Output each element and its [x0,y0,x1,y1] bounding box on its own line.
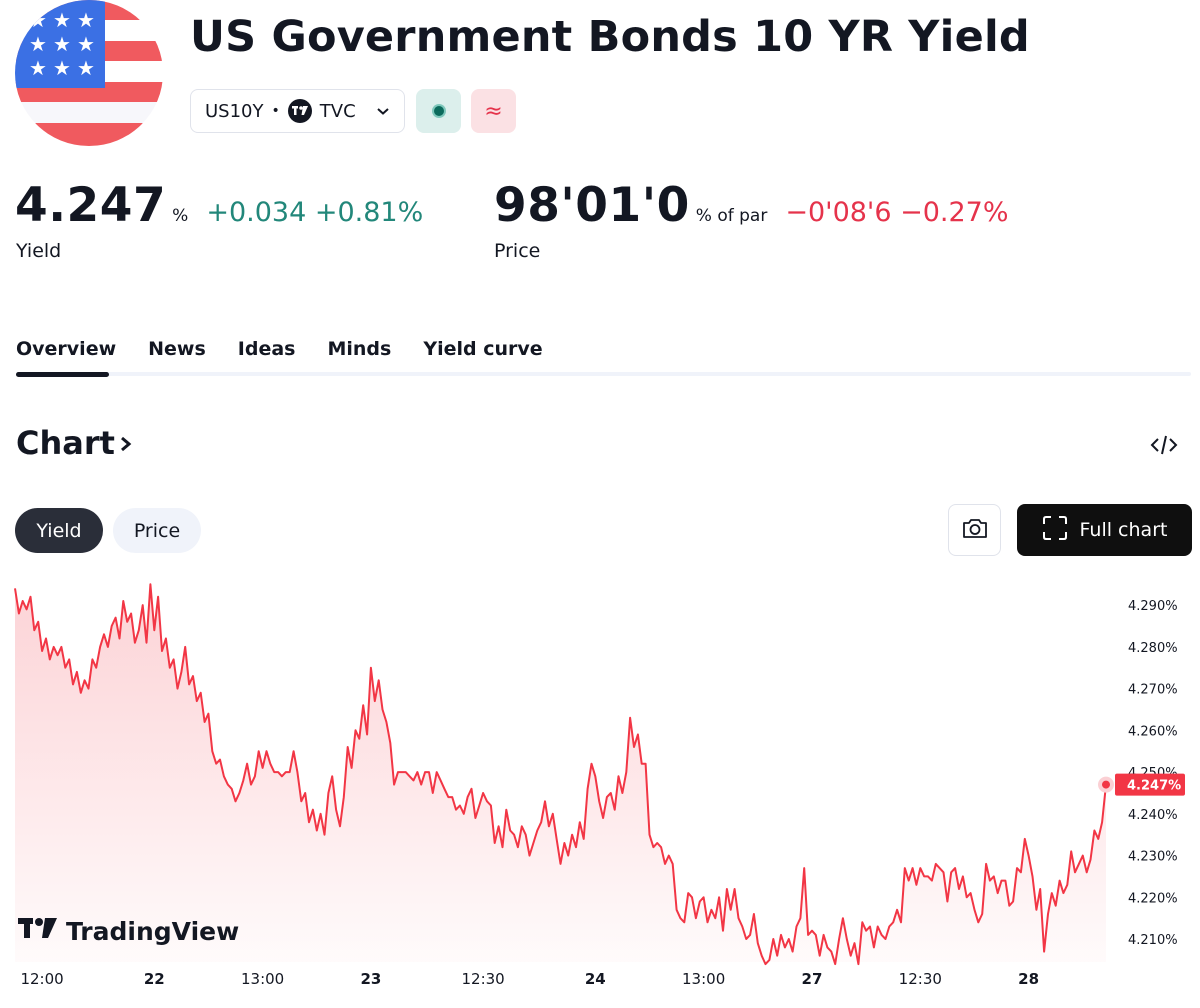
tabs-divider [16,372,1191,376]
x-tick-label: 28 [1018,970,1039,988]
y-tick-label: 4.240% [1128,808,1178,823]
tradingview-logo-icon [18,917,58,946]
symbol-ticker: US10Y [205,100,264,122]
yield-chart[interactable]: 4.290%4.280%4.270%4.260%4.250%4.240%4.23… [0,570,1200,1008]
last-value-marker [1098,776,1114,793]
svg-text:★: ★ [29,56,47,80]
y-tick-label: 4.270% [1128,683,1178,698]
price-toggle-button[interactable]: Price [113,508,201,553]
yield-label: Yield [16,240,62,262]
svg-text:★: ★ [53,8,71,32]
price-quote: 98'01'0 % of par −0'08'6 −0.27% [494,178,1009,233]
price-change: −0'08'6 −0.27% [785,197,1009,228]
chart-heading: Chart [16,424,115,462]
y-tick-label: 4.220% [1128,891,1178,906]
chevron-right-icon [119,424,133,462]
chevron-down-icon [376,106,390,116]
y-tick-label: 4.230% [1128,850,1178,865]
tab-minds[interactable]: Minds [327,338,392,360]
code-embed-icon[interactable] [1147,430,1181,460]
chart-heading-link[interactable]: Chart [16,424,133,462]
section-tabs: Overview News Ideas Minds Yield curve [16,338,575,360]
tradingview-wordmark: TradingView [66,917,240,946]
tab-yield-curve[interactable]: Yield curve [423,338,543,360]
y-tick-label: 4.260% [1128,724,1178,739]
y-tick-label: 4.210% [1128,933,1178,948]
tradingview-watermark[interactable]: TradingView [18,917,239,946]
chart-area-fill [15,584,1106,965]
yield-toggle-button[interactable]: Yield [15,508,103,553]
us-flag-icon: ★ ★ ★ ★ ★ ★ ★ ★ ★ [15,0,163,146]
snapshot-button[interactable] [948,504,1001,556]
svg-text:★: ★ [29,8,47,32]
yield-series-line [14,583,1107,966]
yield-unit: % [172,206,189,226]
camera-icon [961,516,989,544]
svg-text:★: ★ [77,56,95,80]
market-status-icon[interactable] [416,89,461,133]
svg-text:★: ★ [29,32,47,56]
x-tick-label: 13:00 [682,970,725,988]
price-unit: % of par [695,206,768,226]
x-tick-label: 12:00 [20,970,63,988]
x-tick-label: 23 [360,970,381,988]
fullscreen-icon [1042,515,1068,546]
tab-overview[interactable]: Overview [16,338,117,360]
svg-text:★: ★ [53,32,71,56]
y-tick-label: 4.290% [1128,599,1178,614]
symbol-selector[interactable]: US10Y • TVC [190,89,405,133]
exchange-name: TVC [319,100,356,122]
x-tick-label: 27 [802,970,823,988]
svg-text:★: ★ [77,8,95,32]
tradingview-icon [287,99,312,123]
x-tick-label: 12:30 [462,970,505,988]
full-chart-button[interactable]: Full chart [1017,504,1192,556]
x-tick-label: 22 [144,970,165,988]
last-value-label: 4.247% [1115,773,1185,796]
tab-ideas[interactable]: Ideas [237,338,296,360]
page-title: US Government Bonds 10 YR Yield [190,12,1030,62]
price-label: Price [494,240,541,262]
yield-change: +0.034 +0.81% [206,197,424,228]
symbol-separator: • [271,103,280,119]
x-tick-label: 13:00 [241,970,284,988]
yield-value: 4.247 [15,178,167,233]
svg-text:★: ★ [53,56,71,80]
y-tick-label: 4.280% [1128,641,1178,656]
active-tab-indicator [16,372,109,377]
tab-news[interactable]: News [148,338,206,360]
yield-quote: 4.247 % +0.034 +0.81% [15,178,423,233]
price-value: 98'01'0 [494,178,690,233]
x-tick-label: 24 [585,970,606,988]
x-tick-label: 12:30 [899,970,942,988]
svg-text:★: ★ [77,32,95,56]
last-value-text: 4.247% [1127,779,1181,794]
delayed-data-badge[interactable]: ≈ [471,89,516,133]
full-chart-label: Full chart [1079,519,1168,541]
